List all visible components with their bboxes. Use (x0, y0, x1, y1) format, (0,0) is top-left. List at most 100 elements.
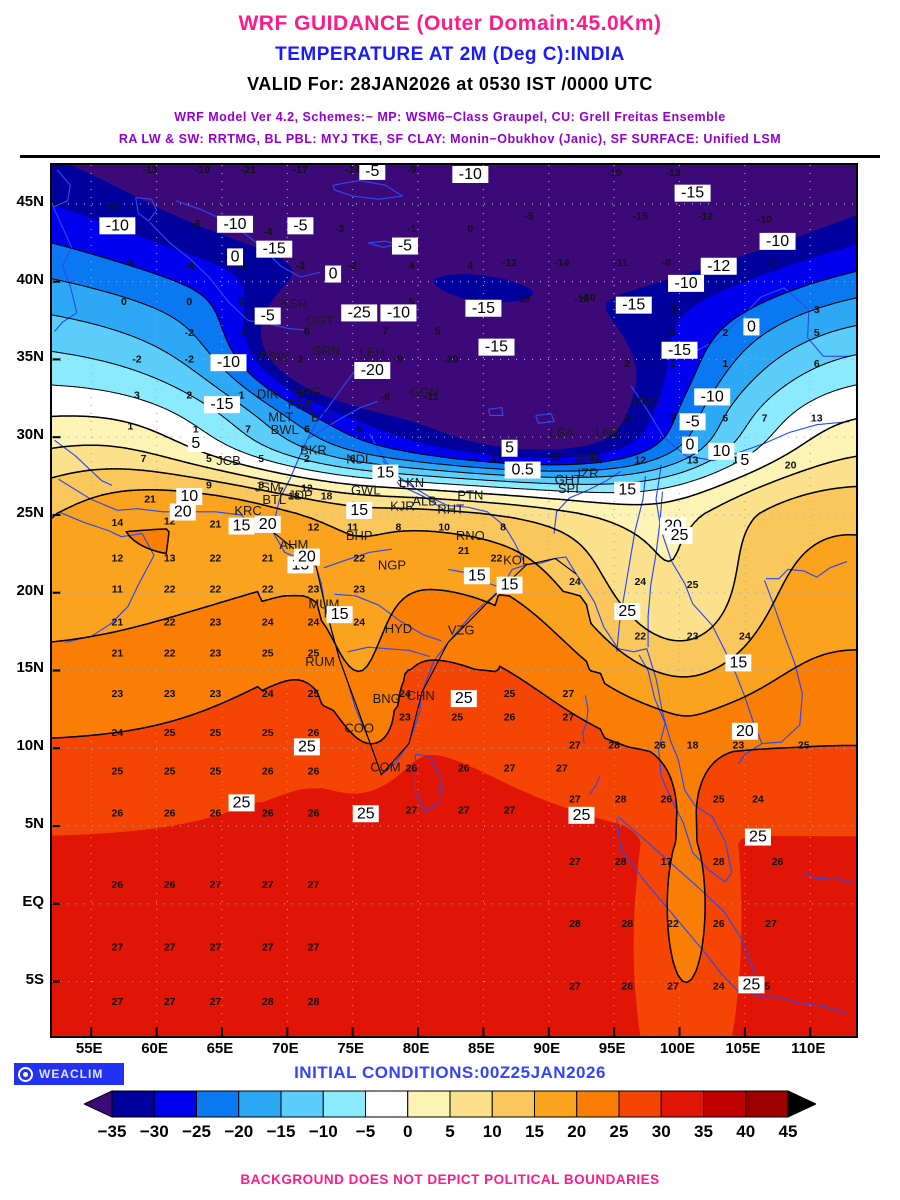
station-value: 26 (458, 763, 470, 775)
station-value: -13 (665, 167, 680, 179)
contour-label: -15 (263, 241, 286, 258)
station-value: 26 (406, 763, 418, 775)
station-value: 17 (661, 856, 673, 868)
station-value: 23 (399, 711, 411, 723)
station-value: -10 (580, 291, 595, 303)
station-value: -12 (698, 210, 713, 222)
contour-label: 20 (736, 723, 754, 740)
city-label-BTL: BTL (262, 492, 286, 507)
city-label-BWL: BWL (271, 422, 299, 437)
station-value: 27 (262, 941, 274, 953)
lat-tick-EQ: EQ (0, 893, 44, 910)
station-value: 5 (356, 424, 362, 436)
colorbar-swatches (84, 1089, 816, 1119)
station-value: 28 (608, 739, 620, 751)
colorbar-tick--5: −5 (346, 1122, 386, 1142)
temperature-contour-map: -10-13-19-21-17-14-9-5-9-6-4-3-103-4-3-3… (52, 165, 856, 1036)
station-value: -2 (766, 257, 775, 269)
station-value: -3 (335, 223, 344, 235)
lon-tick-75E: 75E (321, 1040, 381, 1057)
station-value: 27 (262, 879, 274, 891)
station-value: 24 (752, 794, 764, 806)
station-value: 27 (112, 996, 124, 1008)
contour-label: 0 (747, 318, 756, 335)
contour-label: -5 (398, 238, 412, 255)
lon-tick-100E: 100E (648, 1040, 708, 1057)
station-value: 13 (491, 452, 503, 464)
colorbar-tick--25: −25 (177, 1122, 217, 1142)
city-label-BTD: BTD (311, 410, 337, 425)
station-value: 24 (739, 630, 751, 642)
contour-label: 15 (501, 577, 519, 594)
station-value: -4 (263, 226, 272, 238)
station-value: 28 (615, 856, 627, 868)
station-value: 26 (308, 727, 320, 739)
station-value: 14 (112, 517, 124, 529)
station-value: 25 (687, 579, 699, 591)
lat-tick-5S: 5S (0, 971, 44, 988)
colorbar[interactable] (84, 1089, 816, 1119)
city-label-LSA: LSA (550, 425, 575, 440)
contour-label: 20 (298, 549, 316, 566)
station-value: 27 (164, 996, 176, 1008)
contour-label: 5 (740, 452, 749, 469)
station-value: 23 (732, 739, 744, 751)
contour-label: -12 (707, 258, 730, 275)
station-value: -13 (142, 165, 157, 176)
station-value: 25 (713, 794, 725, 806)
station-value: 26 (654, 739, 666, 751)
station-value: -9 (407, 165, 416, 176)
station-value: 12 (308, 522, 320, 534)
contour-label: 0 (686, 437, 695, 454)
station-value: 7 (245, 424, 251, 436)
station-value: 22 (667, 918, 679, 930)
city-label-HYD: HYD (385, 621, 412, 636)
station-value: 1 (722, 358, 728, 370)
city-label-CHN: CHN (407, 688, 435, 703)
station-value: 13 (164, 553, 176, 565)
city-label-VZG: VZG (448, 623, 475, 638)
station-value: 27 (458, 805, 470, 817)
station-value: 27 (210, 941, 222, 953)
colorbar-tick-0: 0 (388, 1122, 428, 1142)
station-value: 27 (112, 941, 124, 953)
contour-label: -5 (685, 413, 699, 430)
station-value: 27 (504, 763, 516, 775)
station-value: -2 (132, 354, 141, 366)
city-label-RHT: RHT (437, 501, 464, 516)
station-value: 22 (164, 647, 176, 659)
contour-label: 25 (671, 527, 689, 544)
station-value: 27 (569, 739, 581, 751)
contour-label: 20 (174, 504, 192, 521)
station-value: 5 (435, 326, 441, 338)
contour-label: -15 (668, 342, 691, 359)
station-value: 27 (210, 996, 222, 1008)
contour-label: 25 (743, 976, 761, 993)
station-value: 22 (353, 553, 365, 565)
station-value: 22 (262, 584, 274, 596)
station-value: 7 (762, 413, 768, 425)
map-plot-area[interactable]: -10-13-19-21-17-14-9-5-9-6-4-3-103-4-3-3… (50, 163, 858, 1038)
station-value: 23 (210, 647, 222, 659)
contour-label: -10 (387, 304, 410, 321)
station-value: 13 (811, 413, 823, 425)
city-label-LKN: LKN (399, 475, 424, 490)
station-value: 22 (164, 584, 176, 596)
station-value: 28 (713, 856, 725, 868)
station-value: -15 (633, 210, 648, 222)
station-value: -8 (381, 391, 390, 403)
contour-label: 10 (712, 443, 730, 460)
contour-label: 15 (468, 567, 486, 584)
station-value: 26 (308, 766, 320, 778)
city-label-BKR: BKR (300, 442, 327, 457)
station-value: 26 (713, 918, 725, 930)
city-label-JCB: JCB (216, 453, 241, 468)
station-value: 5 (814, 327, 820, 339)
colorbar-tick--10: −10 (303, 1122, 343, 1142)
initial-conditions-label: INITIAL CONDITIONS:00Z25JAN2026 (0, 1063, 900, 1083)
station-value: 0 (121, 296, 127, 308)
contour-label: 0 (231, 248, 240, 265)
station-value: 24 (634, 576, 646, 588)
station-value: 26 (164, 879, 176, 891)
